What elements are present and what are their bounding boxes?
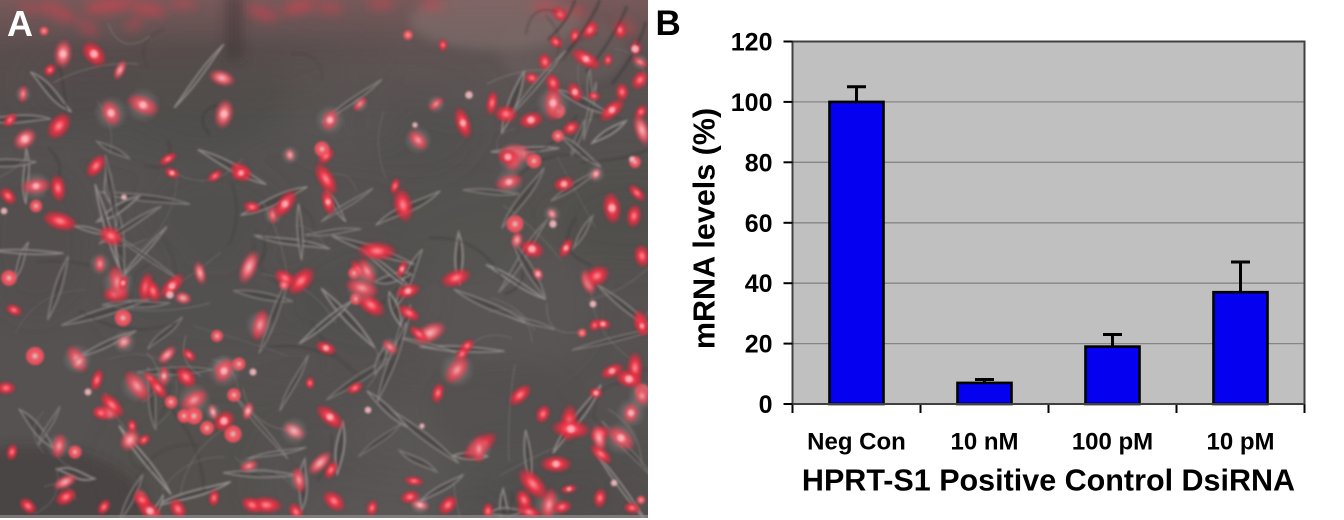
svg-text:20: 20 xyxy=(745,331,773,359)
svg-text:120: 120 xyxy=(731,29,773,57)
svg-text:80: 80 xyxy=(745,149,773,177)
svg-text:0: 0 xyxy=(759,391,773,419)
svg-text:10 pM: 10 pM xyxy=(1206,429,1274,456)
svg-text:100: 100 xyxy=(731,89,773,117)
svg-text:mRNA levels (%): mRNA levels (%) xyxy=(688,108,722,349)
svg-text:Neg Con: Neg Con xyxy=(807,429,906,456)
svg-text:B: B xyxy=(656,4,681,43)
svg-text:10 nM: 10 nM xyxy=(950,429,1018,456)
svg-text:A: A xyxy=(7,3,33,44)
svg-text:100 pM: 100 pM xyxy=(1072,429,1153,456)
svg-text:60: 60 xyxy=(745,210,773,238)
svg-text:40: 40 xyxy=(745,270,773,298)
svg-text:HPRT-S1 Positive Control DsiRN: HPRT-S1 Positive Control DsiRNA xyxy=(802,464,1295,498)
